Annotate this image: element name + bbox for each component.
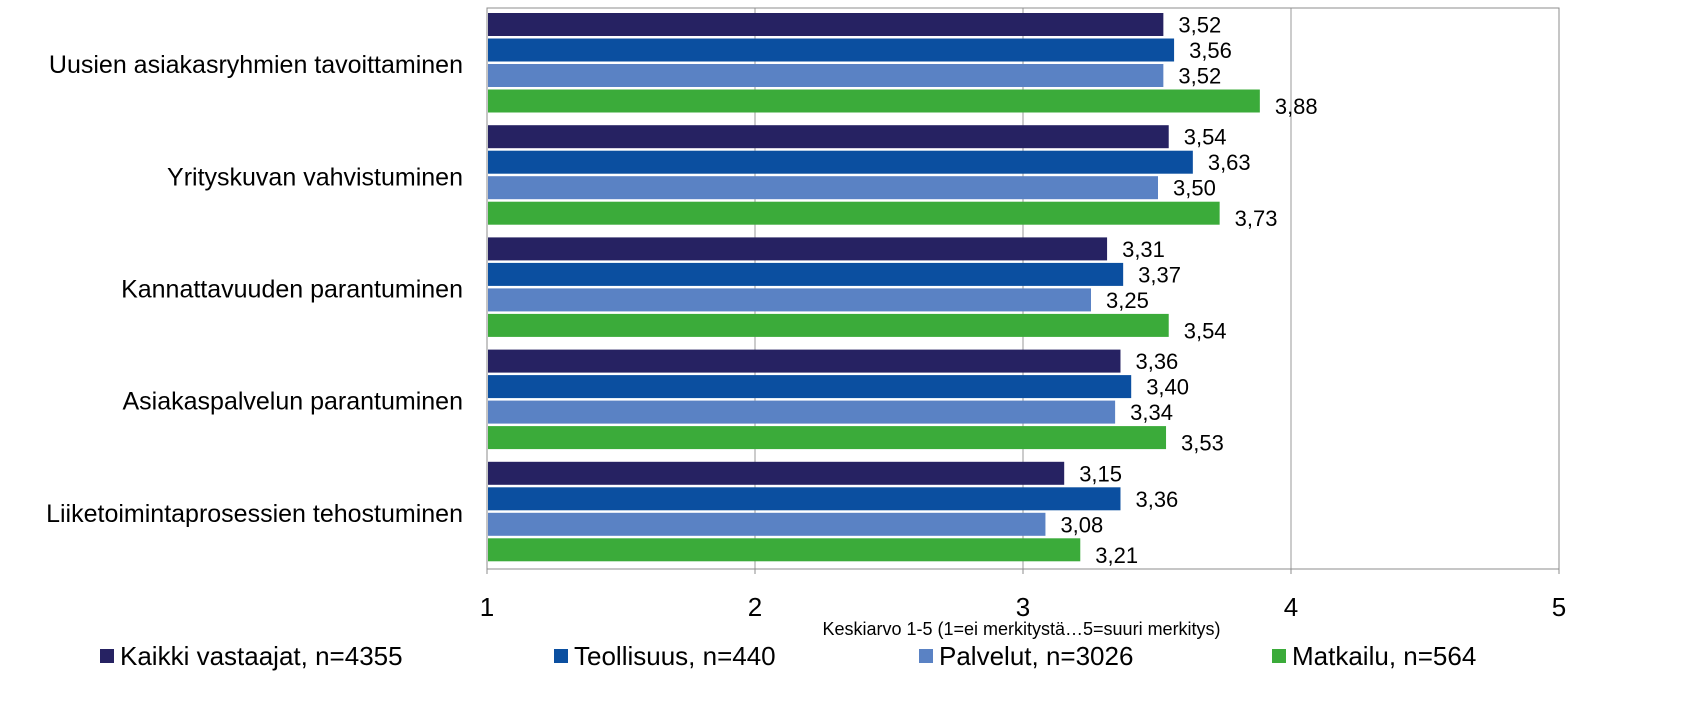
legend-label: Kaikki vastaajat, n=4355 [120, 640, 403, 671]
bar [488, 487, 1121, 511]
bar [488, 89, 1260, 113]
bar [488, 237, 1108, 261]
bar [488, 288, 1091, 312]
category-label: Yrityskuvan vahvistuminen [167, 163, 463, 191]
tick-label: 2 [748, 592, 762, 622]
value-label: 3,40 [1146, 375, 1189, 400]
tick-label: 5 [1552, 592, 1566, 622]
tick-label: 1 [480, 592, 494, 622]
x-axis-title: Keskiarvo 1-5 (1=ei merkitystä…5=suuri m… [822, 619, 1221, 639]
legend-item-kaikki: Kaikki vastaajat, n=4355 [100, 640, 403, 672]
bar [488, 426, 1167, 450]
legend-item-palvelut: Palvelut, n=3026 [919, 640, 1133, 672]
legend: Kaikki vastaajat, n=4355 Teollisuus, n=4… [0, 640, 1568, 672]
value-label: 3,34 [1130, 400, 1173, 425]
bar [488, 375, 1132, 399]
value-label: 3,53 [1181, 431, 1224, 456]
value-label: 3,36 [1135, 487, 1178, 512]
bar [488, 125, 1169, 149]
tick-label: 4 [1284, 592, 1298, 622]
legend-item-teollisuus: Teollisuus, n=440 [554, 640, 776, 672]
value-label: 3,54 [1184, 318, 1227, 343]
value-label: 3,73 [1235, 206, 1278, 231]
tick-labels: 1 2 3 4 5 [480, 592, 1566, 622]
legend-label: Matkailu, n=564 [1292, 640, 1477, 671]
bar [488, 538, 1081, 562]
bars [488, 13, 1260, 562]
value-label: 3,50 [1173, 176, 1216, 201]
bar [488, 461, 1065, 485]
bar [488, 176, 1158, 200]
legend-label: Teollisuus, n=440 [574, 640, 776, 671]
value-label: 3,54 [1184, 125, 1227, 150]
value-label: 3,21 [1095, 543, 1138, 568]
legend-item-matkailu: Matkailu, n=564 [1272, 640, 1476, 672]
legend-swatch [919, 649, 933, 663]
value-label: 3,15 [1079, 461, 1122, 486]
category-label: Liiketoimintaprosessien tehostuminen [46, 500, 463, 528]
category-label: Kannattavuuden parantuminen [121, 276, 463, 304]
value-label: 3,56 [1189, 38, 1232, 63]
value-labels: 3,523,563,523,883,543,633,503,733,313,37… [1060, 13, 1317, 568]
bar [488, 64, 1164, 87]
category-labels: Uusien asiakasryhmien tavoittaminen Yrity… [46, 51, 463, 528]
value-label: 3,08 [1060, 512, 1103, 537]
category-label: Asiakaspalvelun parantuminen [123, 388, 464, 416]
bar [488, 150, 1193, 174]
bar [488, 313, 1169, 337]
bar [488, 201, 1220, 225]
value-label: 3,31 [1122, 237, 1165, 262]
legend-swatch [554, 649, 568, 663]
legend-swatch [100, 649, 114, 663]
value-label: 3,52 [1178, 13, 1221, 38]
value-label: 3,52 [1178, 64, 1221, 89]
value-label: 3,37 [1138, 262, 1181, 287]
tick-label: 3 [1016, 592, 1030, 622]
value-label: 3,63 [1208, 150, 1251, 175]
value-label: 3,25 [1106, 288, 1149, 313]
bar [488, 400, 1116, 424]
value-label: 3,88 [1275, 94, 1318, 119]
bar [488, 38, 1175, 62]
legend-swatch [1272, 649, 1286, 663]
bar [488, 349, 1121, 373]
value-label: 3,36 [1135, 349, 1178, 374]
bar [488, 13, 1164, 36]
plot-frame [486, 7, 1560, 570]
bar [488, 512, 1046, 536]
bar [488, 262, 1124, 286]
bar-chart: 3,523,563,523,883,543,633,503,733,313,37… [46, 7, 1566, 622]
category-label: Uusien asiakasryhmien tavoittaminen [49, 51, 463, 79]
legend-label: Palvelut, n=3026 [939, 640, 1134, 671]
